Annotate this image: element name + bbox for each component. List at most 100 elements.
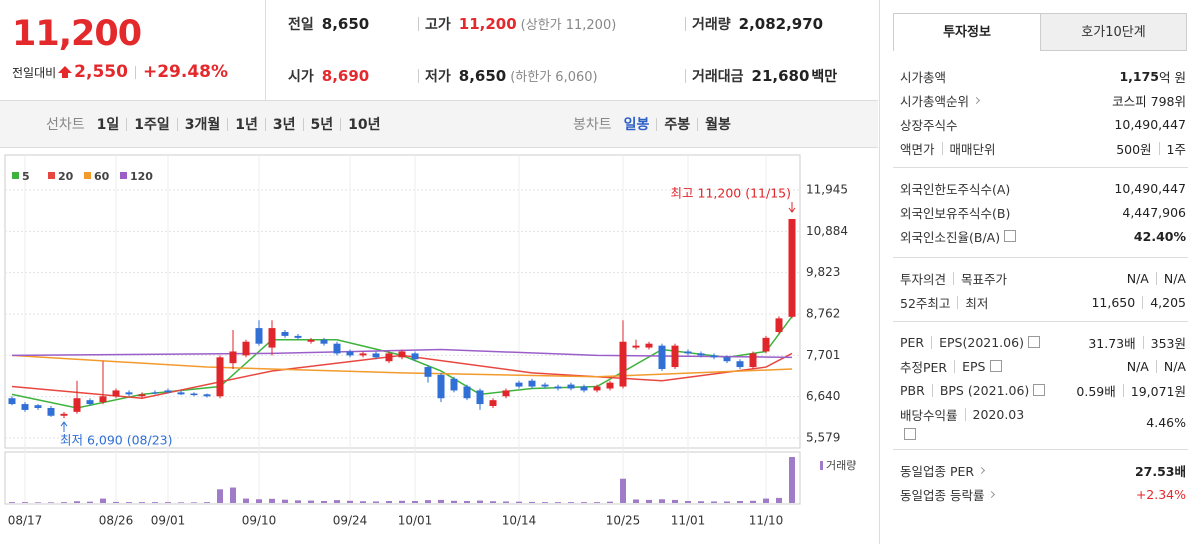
period-button[interactable]: 10년 (348, 117, 381, 133)
candle-body (437, 374, 445, 399)
value-part: 4,447,906 (1122, 204, 1186, 220)
quote-header: 11,200 전일대비 2,550 +29.48% 전일 8,650 고가 11,200 (상한… (0, 0, 878, 101)
row-label: 상장주식수 (900, 112, 958, 136)
sep (931, 335, 933, 349)
period-button[interactable]: 월봉 (705, 117, 731, 133)
label-part: 시가총액순위 (900, 93, 970, 109)
volume-bar (100, 498, 106, 503)
volume-bar (789, 457, 795, 503)
cell-label: 거래대금 (692, 69, 744, 85)
label-part: 최저 (965, 295, 989, 311)
candle-body (632, 345, 640, 348)
row-label: 52주최고 최저 (900, 290, 988, 314)
row-value: N/A N/A (1127, 266, 1186, 290)
volume-bar (412, 501, 418, 503)
info-row: 동일업종 PER 27.53배 (900, 458, 1186, 482)
value-part: 0.59배 (1076, 383, 1116, 399)
candle-body (320, 339, 328, 344)
ma-line (11, 354, 793, 378)
value-part: 4,205 (1150, 294, 1186, 310)
value-part: 억 원 (1159, 69, 1186, 85)
candle-body (528, 380, 536, 387)
info-row: 시가총액순위 코스피 798위 (900, 88, 1186, 112)
sep (941, 141, 943, 155)
period-button[interactable]: 일봉 (623, 117, 650, 133)
row-value: 4,447,906 (1122, 200, 1186, 224)
volume-bar (113, 501, 119, 503)
y-tick-label: 7,701 (806, 348, 840, 362)
row-value: 31.73배 353원 (1088, 330, 1186, 354)
cell-label: 전일 (288, 17, 314, 33)
info-row: PBR BPS (2021.06) 0.59배 19,071원 (900, 378, 1186, 402)
volume-bar (594, 502, 600, 503)
period-button[interactable]: 5년 (310, 117, 334, 133)
value-part: 11,650 (1091, 294, 1136, 310)
change: 2,550 (74, 62, 128, 82)
period-button[interactable]: 1년 (235, 117, 258, 133)
label-part: 52주최고 (900, 295, 951, 311)
up-icon (58, 66, 73, 78)
cell-value: 8,650 (321, 15, 370, 33)
candle-body (762, 337, 770, 352)
candle-body (242, 341, 250, 356)
candle-body (489, 400, 497, 407)
sep (1158, 141, 1160, 155)
tab[interactable]: 투자정보 (893, 13, 1041, 51)
label-part: PBR (900, 382, 925, 398)
volume-bar (737, 501, 743, 503)
volume-bar (178, 502, 184, 503)
cell-value: 21,680 (751, 67, 810, 85)
volume-bar (217, 489, 223, 503)
quote-cell: 시가 8,690 (288, 66, 369, 86)
row-label: 시가총액순위 (900, 88, 981, 112)
volume-bar (646, 499, 652, 503)
period-button[interactable]: 3개월 (184, 117, 221, 133)
candle-body (86, 400, 94, 405)
period-button[interactable]: 1일 (96, 117, 120, 133)
label-part: 목표주가 (961, 271, 1008, 287)
volume-bar (61, 502, 67, 503)
sep (954, 359, 956, 373)
sep (264, 117, 266, 131)
candle-body (606, 382, 614, 389)
group-divider (893, 257, 1188, 258)
cell-label: 고가 (425, 17, 451, 33)
cell-note: (상한가 11,200) (520, 18, 617, 33)
period-button[interactable]: 1주일 (134, 117, 170, 133)
info-row: 시가총액 1,175 억 원 (900, 64, 1186, 88)
period-button[interactable]: 주봉 (664, 117, 691, 133)
y-tick-label: 9,823 (806, 265, 840, 279)
value-part: 500원 (1116, 141, 1152, 157)
info-row: 추정PER EPS N/A N/A (900, 354, 1186, 378)
help-icon (989, 360, 1002, 372)
volume-bar (477, 500, 483, 503)
volume-bar (516, 501, 522, 503)
cell-unit: 백만 (811, 69, 838, 85)
row-label: 외국인보유주식수(B) (900, 200, 1010, 224)
period-button[interactable]: 3년 (272, 117, 296, 133)
value-part: 42.40% (1133, 228, 1186, 244)
volume-bar (425, 500, 431, 503)
divider (418, 17, 419, 31)
sep (1142, 335, 1144, 349)
candle-body (294, 335, 302, 338)
tab-line (1041, 50, 1187, 51)
candle-body (476, 390, 484, 405)
tab[interactable]: 호가10단계 (1041, 13, 1187, 51)
candle-body (333, 343, 341, 354)
volume-bar (35, 502, 41, 503)
x-tick-label: 10/14 (502, 514, 537, 528)
y-tick-label: 6,640 (806, 389, 840, 403)
value-part: +2.34% (1135, 486, 1186, 502)
label-part: 상장주식수 (900, 117, 958, 133)
sep (953, 271, 955, 285)
row-value: 500원 1주 (1116, 136, 1186, 160)
volume-label: 거래량 (826, 459, 856, 472)
volume-bar (191, 502, 197, 503)
volume-bar (399, 500, 405, 503)
row-label: 시가총액 (900, 64, 946, 88)
sep (964, 407, 966, 421)
candle-body (346, 351, 354, 356)
sep (176, 117, 178, 131)
